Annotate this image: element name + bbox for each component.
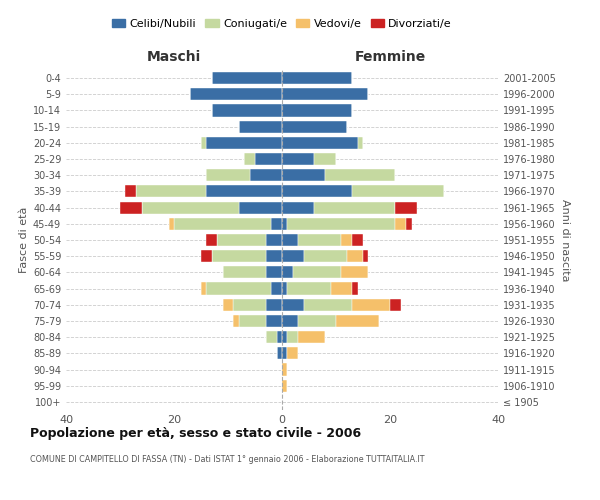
Bar xyxy=(206,137,282,149)
Bar xyxy=(282,298,304,311)
Bar xyxy=(287,218,395,230)
Bar xyxy=(250,169,282,181)
Bar xyxy=(239,315,266,327)
Bar xyxy=(266,331,277,343)
Bar xyxy=(293,266,341,278)
Bar xyxy=(314,202,395,213)
Bar xyxy=(142,202,239,213)
Bar xyxy=(304,298,352,311)
Bar xyxy=(282,218,287,230)
Y-axis label: Fasce di età: Fasce di età xyxy=(19,207,29,273)
Bar xyxy=(341,266,368,278)
Bar xyxy=(298,315,336,327)
Bar xyxy=(266,315,282,327)
Y-axis label: Anni di nascita: Anni di nascita xyxy=(560,198,570,281)
Bar xyxy=(277,348,282,360)
Bar xyxy=(331,282,352,294)
Bar xyxy=(266,298,282,311)
Bar xyxy=(206,169,250,181)
Bar xyxy=(282,234,298,246)
Bar xyxy=(212,250,266,262)
Bar xyxy=(271,218,282,230)
Bar xyxy=(217,234,266,246)
Bar xyxy=(282,104,352,117)
Bar xyxy=(352,298,390,311)
Bar xyxy=(201,250,212,262)
Bar xyxy=(363,250,368,262)
Text: Femmine: Femmine xyxy=(355,50,425,64)
Bar xyxy=(282,380,287,392)
Legend: Celibi/Nubili, Coniugati/e, Vedovi/e, Divorziati/e: Celibi/Nubili, Coniugati/e, Vedovi/e, Di… xyxy=(107,14,457,33)
Bar xyxy=(325,169,395,181)
Bar xyxy=(120,202,142,213)
Bar xyxy=(239,202,282,213)
Bar xyxy=(266,266,282,278)
Bar xyxy=(266,234,282,246)
Bar xyxy=(239,120,282,132)
Bar xyxy=(266,250,282,262)
Bar xyxy=(282,202,314,213)
Bar xyxy=(282,186,352,198)
Bar xyxy=(395,202,417,213)
Bar xyxy=(282,72,352,84)
Bar xyxy=(287,331,298,343)
Bar xyxy=(347,250,363,262)
Bar xyxy=(282,137,358,149)
Bar xyxy=(212,72,282,84)
Bar xyxy=(282,266,293,278)
Bar xyxy=(298,234,341,246)
Bar xyxy=(282,250,304,262)
Bar xyxy=(282,169,325,181)
Bar xyxy=(282,120,347,132)
Bar xyxy=(233,315,239,327)
Bar xyxy=(244,153,255,165)
Bar xyxy=(169,218,174,230)
Bar xyxy=(206,234,217,246)
Bar xyxy=(287,348,298,360)
Bar xyxy=(352,234,363,246)
Bar xyxy=(282,153,314,165)
Bar xyxy=(233,298,266,311)
Bar xyxy=(223,266,266,278)
Text: Popolazione per età, sesso e stato civile - 2006: Popolazione per età, sesso e stato civil… xyxy=(30,428,361,440)
Bar xyxy=(358,137,363,149)
Text: Maschi: Maschi xyxy=(147,50,201,64)
Bar xyxy=(282,364,287,376)
Bar xyxy=(336,315,379,327)
Bar xyxy=(174,218,271,230)
Bar xyxy=(304,250,347,262)
Bar xyxy=(282,315,298,327)
Bar xyxy=(287,282,331,294)
Bar xyxy=(282,348,287,360)
Bar xyxy=(125,186,136,198)
Bar xyxy=(201,137,206,149)
Bar xyxy=(201,282,206,294)
Bar xyxy=(136,186,206,198)
Bar xyxy=(212,104,282,117)
Bar xyxy=(352,186,444,198)
Bar xyxy=(277,331,282,343)
Bar xyxy=(298,331,325,343)
Bar xyxy=(352,282,358,294)
Bar xyxy=(206,186,282,198)
Bar xyxy=(271,282,282,294)
Bar xyxy=(206,282,271,294)
Bar xyxy=(282,331,287,343)
Bar xyxy=(341,234,352,246)
Bar xyxy=(223,298,233,311)
Text: COMUNE DI CAMPITELLO DI FASSA (TN) - Dati ISTAT 1° gennaio 2006 - Elaborazione T: COMUNE DI CAMPITELLO DI FASSA (TN) - Dat… xyxy=(30,455,425,464)
Bar xyxy=(255,153,282,165)
Bar xyxy=(282,88,368,101)
Bar xyxy=(390,298,401,311)
Bar xyxy=(190,88,282,101)
Bar xyxy=(406,218,412,230)
Bar xyxy=(314,153,336,165)
Bar xyxy=(282,282,287,294)
Bar xyxy=(395,218,406,230)
